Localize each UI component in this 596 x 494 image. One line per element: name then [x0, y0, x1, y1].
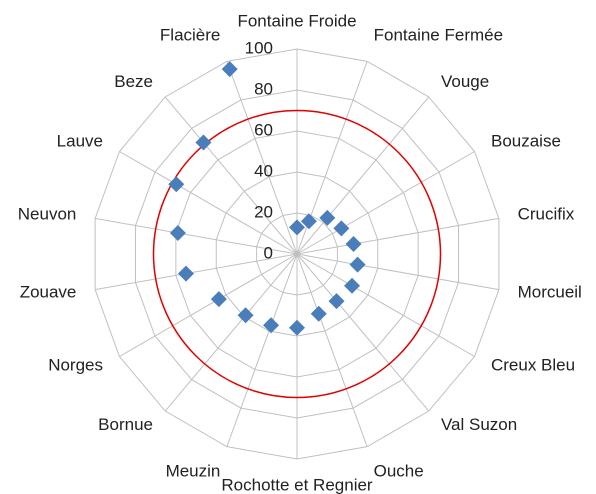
marker: [344, 277, 361, 294]
spoke: [119, 253, 298, 357]
y-tick-label: 100: [245, 38, 273, 57]
category-label: Rochotte et Regnier: [221, 475, 373, 494]
category-label: Fontaine Fermée: [374, 25, 503, 44]
marker: [349, 256, 366, 273]
spoke: [95, 217, 298, 255]
marker: [177, 265, 194, 282]
spoke: [226, 61, 298, 255]
marker: [210, 291, 227, 308]
category-label: Norges: [48, 355, 103, 374]
marker: [237, 307, 254, 324]
spoke: [296, 217, 499, 255]
category-label: Bouzaise: [491, 131, 561, 150]
category-label: Flacière: [160, 25, 220, 44]
marker: [289, 219, 305, 236]
category-label: Morcueil: [518, 282, 582, 301]
marker: [289, 319, 305, 336]
category-label: Neuvon: [18, 205, 77, 224]
y-tick-label: 20: [254, 202, 273, 221]
reference-circle: [152, 109, 442, 399]
spoke: [95, 253, 298, 291]
spoke: [296, 253, 368, 447]
category-label: Lauve: [57, 131, 103, 150]
marker: [333, 220, 350, 237]
spoke: [296, 151, 475, 255]
spoke: [119, 151, 298, 255]
category-label: Meuzin: [166, 461, 221, 480]
marker: [195, 134, 212, 151]
y-tick-label: 0: [264, 243, 273, 262]
y-tick-label: 40: [254, 161, 273, 180]
marker: [310, 305, 327, 322]
y-tick-label: 60: [254, 120, 273, 139]
category-label: Val Suzon: [441, 415, 517, 434]
marker: [328, 293, 345, 310]
category-label: Fontaine Froide: [237, 11, 356, 30]
marker: [319, 209, 336, 226]
marker: [300, 213, 317, 230]
y-tick-label: 80: [254, 79, 273, 98]
category-label: Crucifix: [518, 205, 575, 224]
category-label: Vouge: [441, 72, 489, 91]
spoke: [296, 253, 499, 291]
spoke: [296, 253, 475, 357]
spoke: [164, 253, 298, 412]
category-label: Zouave: [20, 282, 77, 301]
spoke: [296, 253, 430, 412]
category-label: Beze: [114, 72, 153, 91]
marker: [221, 61, 238, 78]
marker: [168, 176, 185, 193]
spoke: [296, 96, 430, 255]
marker: [263, 317, 280, 334]
spoke: [226, 253, 298, 447]
marker: [345, 236, 362, 253]
spoke: [164, 96, 298, 255]
category-label: Bornue: [98, 415, 153, 434]
category-label: Creux Bleu: [491, 355, 575, 374]
category-label: Ouche: [374, 461, 424, 480]
marker: [169, 224, 186, 241]
